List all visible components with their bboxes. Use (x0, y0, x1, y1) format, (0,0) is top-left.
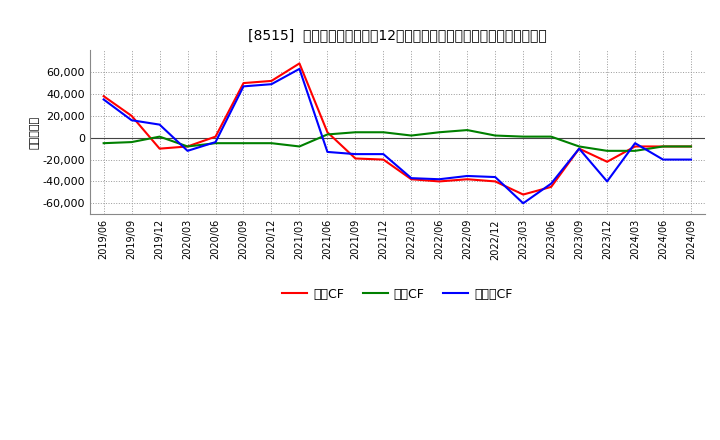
投資CF (491, 133, 500, 138)
営業CF (575, 146, 583, 151)
フリーCF (435, 176, 444, 182)
営業CF (239, 81, 248, 86)
投資CF (603, 148, 611, 154)
フリーCF (547, 181, 556, 186)
投資CF (519, 134, 528, 139)
投資CF (351, 130, 360, 135)
Title: [8515]  キャッシュフローの12か月移動合計の対前年同期増減額の推移: [8515] キャッシュフローの12か月移動合計の対前年同期増減額の推移 (248, 28, 546, 42)
営業CF (156, 146, 164, 151)
フリーCF (239, 84, 248, 89)
フリーCF (211, 139, 220, 145)
フリーCF (463, 173, 472, 179)
投資CF (127, 139, 136, 145)
営業CF (351, 156, 360, 161)
フリーCF (603, 179, 611, 184)
投資CF (435, 130, 444, 135)
フリーCF (659, 157, 667, 162)
営業CF (631, 144, 639, 149)
営業CF (491, 179, 500, 184)
Line: フリーCF: フリーCF (104, 69, 691, 203)
フリーCF (407, 176, 415, 181)
フリーCF (519, 201, 528, 206)
フリーCF (491, 174, 500, 180)
フリーCF (379, 151, 387, 157)
投資CF (659, 144, 667, 149)
投資CF (323, 132, 332, 137)
投資CF (379, 130, 387, 135)
営業CF (183, 144, 192, 149)
Line: 投資CF: 投資CF (104, 130, 691, 151)
営業CF (379, 157, 387, 162)
フリーCF (183, 148, 192, 154)
投資CF (575, 144, 583, 149)
営業CF (547, 184, 556, 190)
フリーCF (575, 146, 583, 151)
フリーCF (156, 122, 164, 127)
Y-axis label: （百万円）: （百万円） (30, 116, 40, 149)
営業CF (435, 179, 444, 184)
投資CF (99, 140, 108, 146)
営業CF (659, 144, 667, 149)
フリーCF (127, 117, 136, 123)
営業CF (295, 61, 304, 66)
投資CF (463, 128, 472, 133)
フリーCF (351, 151, 360, 157)
フリーCF (295, 66, 304, 72)
投資CF (211, 140, 220, 146)
投資CF (547, 134, 556, 139)
営業CF (519, 192, 528, 197)
フリーCF (687, 157, 696, 162)
Line: 営業CF: 営業CF (104, 63, 691, 194)
投資CF (183, 144, 192, 149)
営業CF (407, 176, 415, 182)
営業CF (463, 176, 472, 182)
営業CF (603, 159, 611, 165)
フリーCF (323, 149, 332, 154)
投資CF (295, 144, 304, 149)
営業CF (687, 144, 696, 149)
営業CF (267, 78, 276, 84)
フリーCF (631, 140, 639, 146)
営業CF (211, 134, 220, 139)
フリーCF (267, 81, 276, 87)
投資CF (156, 134, 164, 139)
営業CF (127, 113, 136, 118)
営業CF (99, 94, 108, 99)
フリーCF (99, 97, 108, 102)
営業CF (323, 130, 332, 135)
投資CF (239, 140, 248, 146)
投資CF (687, 144, 696, 149)
投資CF (631, 148, 639, 154)
投資CF (407, 133, 415, 138)
Legend: 営業CF, 投資CF, フリーCF: 営業CF, 投資CF, フリーCF (276, 283, 518, 306)
投資CF (267, 140, 276, 146)
